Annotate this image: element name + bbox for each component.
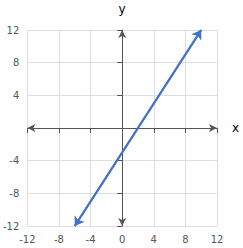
svg-text:-12: -12 <box>3 221 19 232</box>
svg-text:4: 4 <box>151 234 157 245</box>
svg-text:-12: -12 <box>19 234 35 245</box>
svg-text:4: 4 <box>13 90 19 101</box>
svg-text:y: y <box>119 2 126 16</box>
svg-text:0: 0 <box>119 234 125 245</box>
svg-text:x: x <box>232 121 239 135</box>
svg-text:-8: -8 <box>54 234 64 245</box>
svg-text:-4: -4 <box>9 155 19 166</box>
svg-text:-8: -8 <box>9 188 19 199</box>
svg-text:12: 12 <box>7 25 20 36</box>
svg-text:-4: -4 <box>86 234 96 245</box>
svg-text:12: 12 <box>211 234 224 245</box>
svg-text:8: 8 <box>182 234 188 245</box>
svg-text:8: 8 <box>13 57 19 68</box>
